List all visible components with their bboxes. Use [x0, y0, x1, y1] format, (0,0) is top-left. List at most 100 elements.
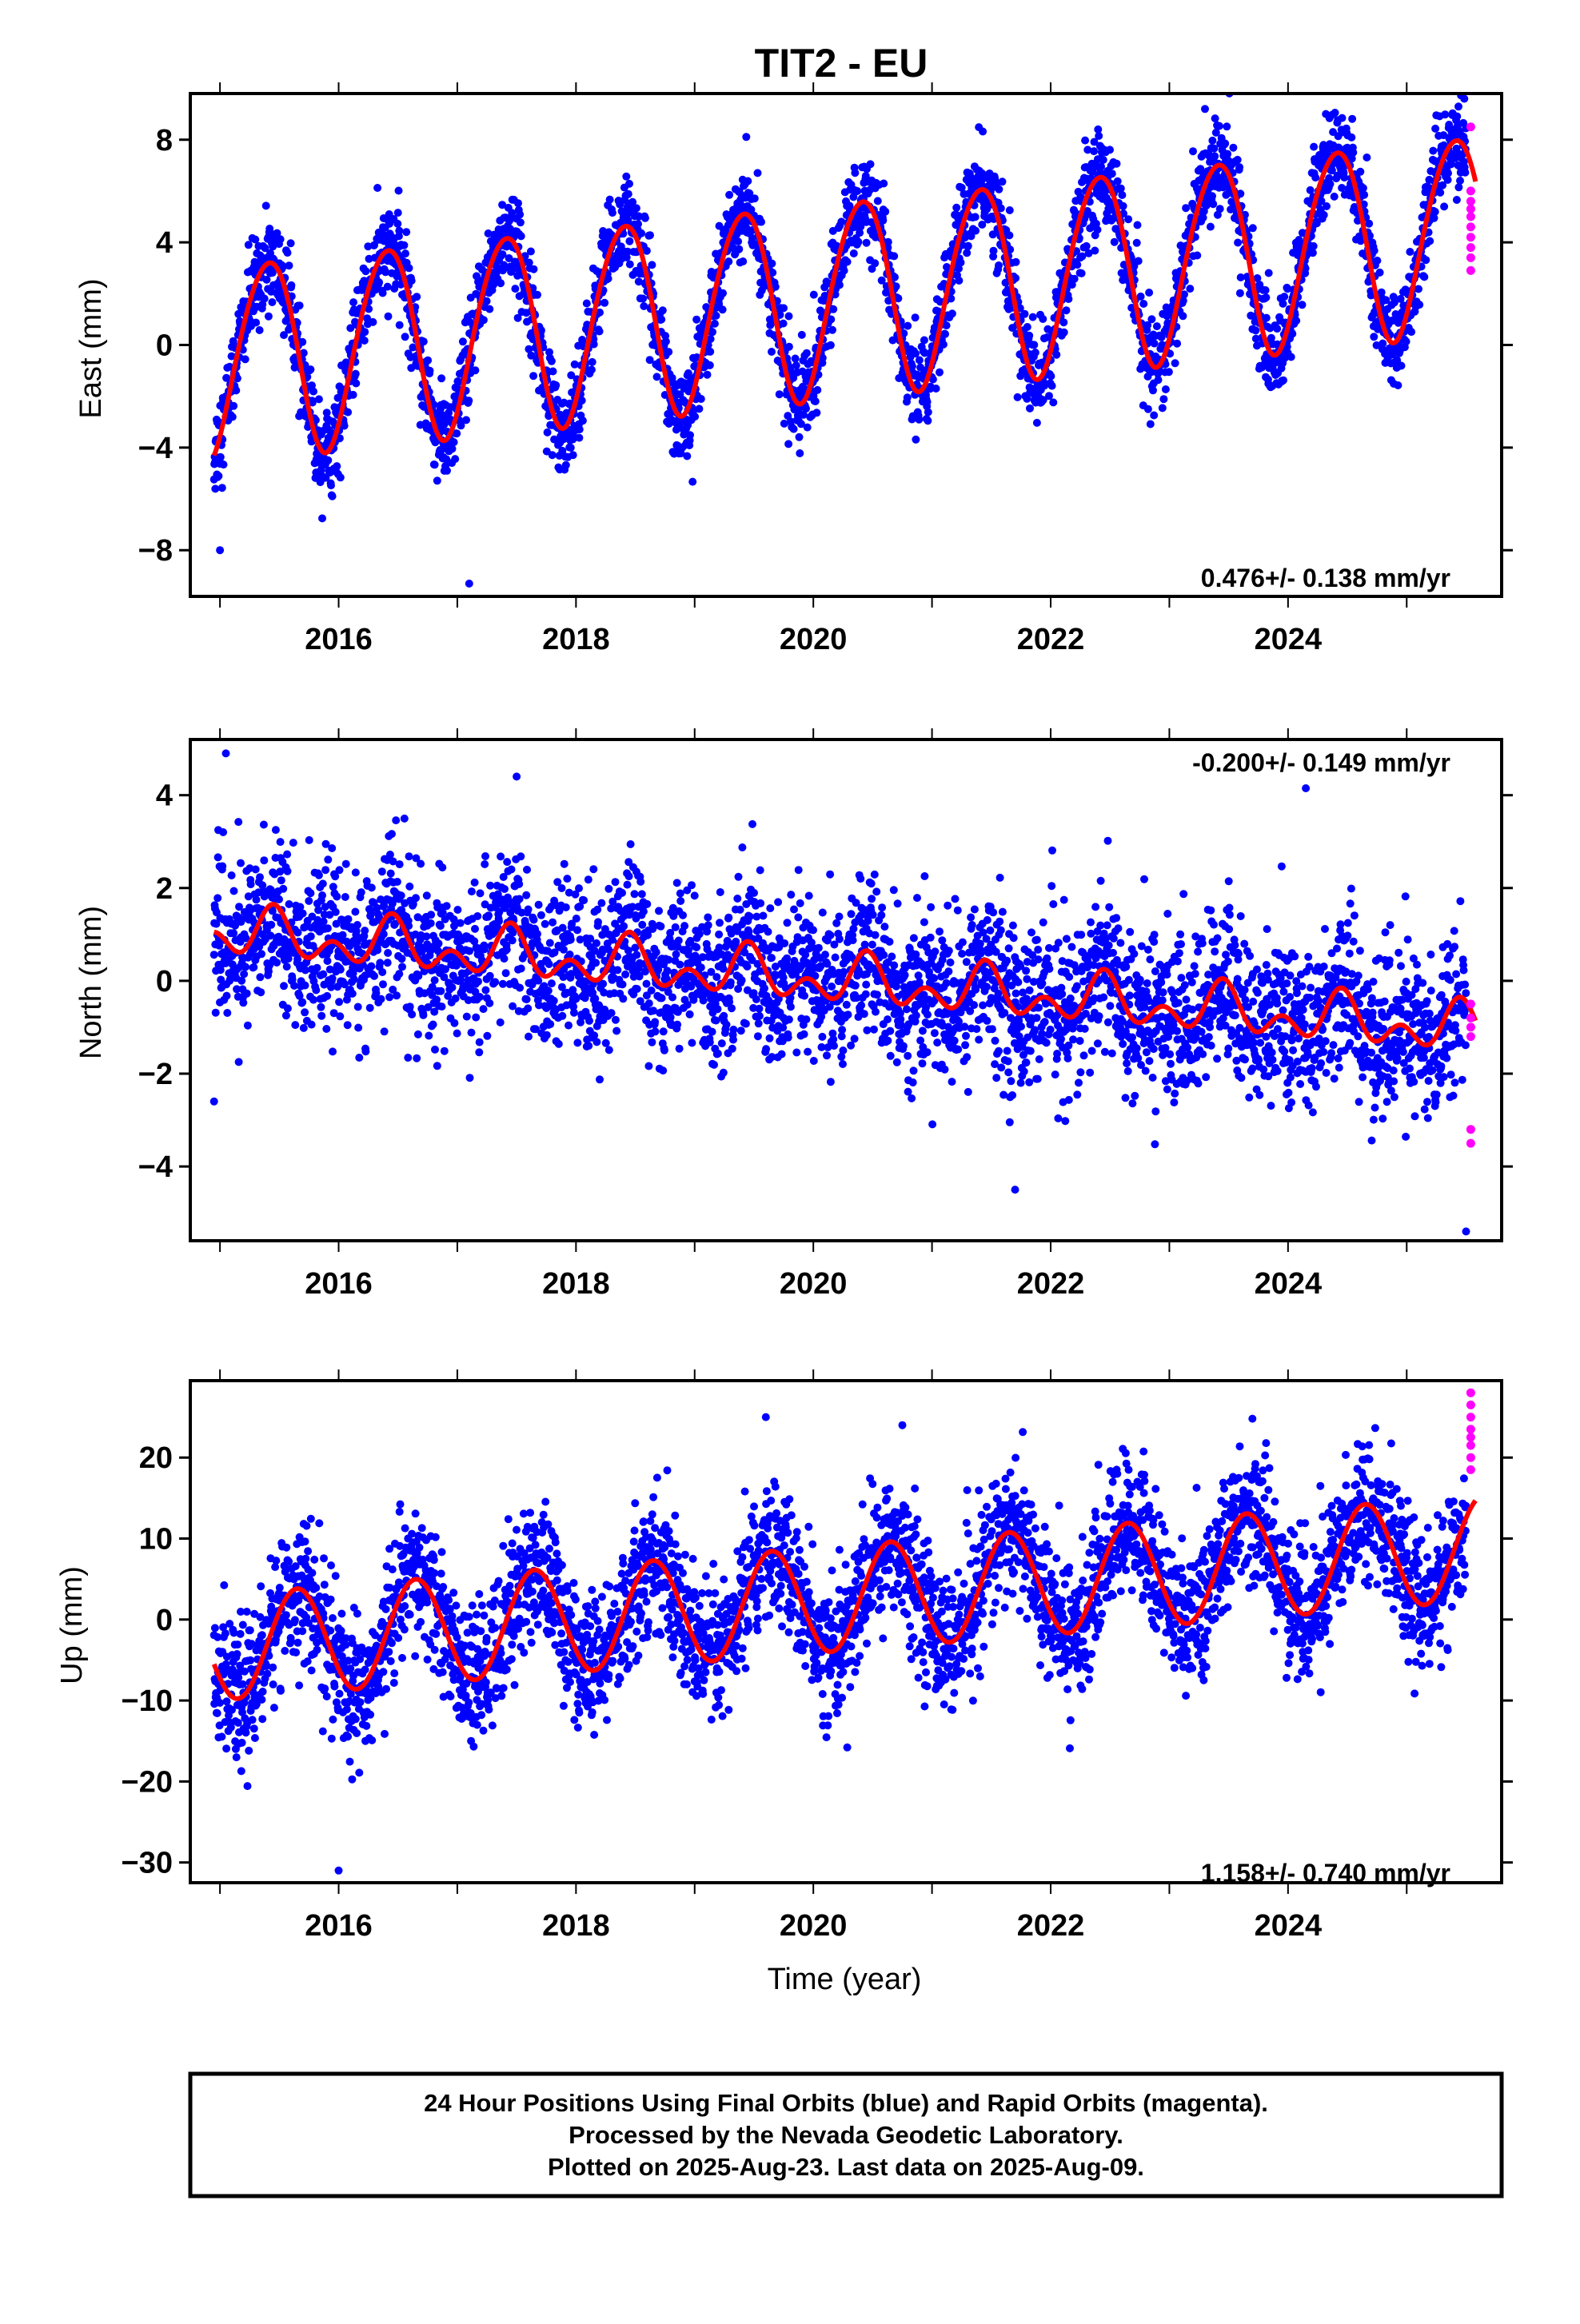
final-orbit-point — [525, 906, 533, 914]
final-orbit-point — [375, 278, 383, 286]
final-orbit-point — [277, 235, 285, 243]
final-orbit-point — [537, 911, 545, 919]
final-orbit-point — [1083, 242, 1091, 250]
ylabel-east: East (mm) — [74, 278, 108, 418]
final-orbit-point — [1108, 169, 1116, 177]
final-orbit-point — [419, 1011, 427, 1019]
final-orbit-point — [241, 355, 249, 363]
final-orbit-point — [370, 972, 378, 980]
final-orbit-point — [350, 975, 358, 983]
final-orbit-point — [384, 959, 392, 967]
final-orbit-point — [936, 369, 944, 377]
final-orbit-point — [1287, 353, 1295, 361]
final-orbit-point — [517, 218, 525, 226]
final-orbit-point — [904, 393, 912, 401]
final-orbit-point — [427, 911, 435, 919]
final-orbit-point — [377, 995, 385, 1003]
final-orbit-point — [1292, 317, 1300, 325]
final-orbit-point — [349, 990, 357, 998]
y-tick-label: 4 — [156, 226, 173, 260]
final-orbit-point — [734, 237, 742, 245]
final-orbit-point — [473, 912, 481, 920]
final-orbit-point — [481, 860, 489, 868]
final-orbit-point — [404, 1054, 412, 1062]
final-orbit-point — [235, 1058, 243, 1066]
final-orbit-point — [585, 1017, 593, 1025]
final-orbit-point — [662, 337, 670, 345]
final-orbit-point — [632, 204, 640, 212]
final-orbit-point — [530, 265, 538, 273]
final-orbit-point — [639, 295, 647, 303]
final-orbit-point — [594, 918, 602, 926]
final-orbit-point — [279, 885, 287, 893]
final-orbit-point — [481, 987, 489, 995]
final-orbit-point — [305, 836, 313, 844]
final-orbit-point — [425, 1032, 433, 1040]
final-orbit-point — [319, 879, 327, 887]
final-orbit-point — [393, 220, 401, 228]
rapid-orbit-point — [1466, 233, 1475, 241]
final-orbit-point — [299, 910, 307, 918]
final-orbit-point — [850, 249, 858, 257]
final-orbit-point — [245, 241, 253, 249]
final-orbit-point — [256, 973, 264, 981]
final-orbit-point — [576, 425, 584, 433]
final-orbit-point — [621, 971, 629, 979]
final-orbit-point — [566, 951, 574, 959]
final-orbit-point — [641, 214, 649, 222]
final-orbit-point — [1327, 180, 1335, 188]
final-orbit-point — [405, 852, 413, 860]
final-orbit-point — [230, 887, 238, 895]
final-orbit-point — [1159, 404, 1167, 412]
final-orbit-point — [1094, 225, 1102, 233]
final-orbit-point — [792, 361, 800, 369]
final-orbit-point — [1440, 202, 1448, 210]
final-orbit-point — [527, 248, 535, 256]
final-orbit-point — [392, 816, 400, 824]
final-orbit-point — [549, 919, 557, 927]
final-orbit-point — [306, 365, 314, 373]
final-orbit-point — [627, 840, 635, 848]
final-orbit-point — [386, 851, 394, 859]
final-orbit-point — [408, 1011, 416, 1018]
final-orbit-point — [1111, 238, 1119, 246]
final-orbit-point — [450, 1019, 458, 1027]
final-orbit-point — [570, 1009, 578, 1017]
final-orbit-point — [612, 1027, 620, 1035]
final-orbit-point — [523, 866, 531, 874]
final-orbit-point — [474, 978, 482, 986]
final-orbit-point — [368, 883, 376, 891]
final-orbit-point — [1349, 149, 1357, 157]
final-orbit-point — [212, 1009, 220, 1017]
final-orbit-point — [541, 920, 549, 928]
final-orbit-point — [324, 855, 332, 863]
final-orbit-point — [941, 330, 949, 338]
final-orbit-point — [624, 190, 632, 198]
final-orbit-point — [596, 1075, 604, 1083]
final-orbit-point — [590, 341, 598, 349]
final-orbit-point — [1216, 205, 1224, 213]
final-orbit-point — [784, 440, 792, 448]
final-orbit-point — [466, 1074, 474, 1082]
final-orbit-point — [322, 1025, 330, 1033]
final-orbit-point — [213, 894, 221, 902]
final-orbit-point — [1145, 289, 1153, 297]
final-orbit-point — [401, 815, 409, 823]
final-orbit-point — [361, 267, 369, 275]
final-orbit-point — [704, 371, 712, 379]
final-orbit-point — [1117, 185, 1125, 193]
final-orbit-point — [393, 878, 401, 886]
final-orbit-point — [323, 992, 331, 1000]
final-orbit-point — [1039, 315, 1047, 323]
final-orbit-point — [1310, 242, 1318, 250]
final-orbit-point — [664, 348, 672, 356]
final-orbit-point — [613, 966, 621, 974]
final-orbit-point — [232, 386, 240, 394]
final-orbit-point — [812, 409, 820, 417]
final-orbit-point — [277, 876, 285, 884]
final-orbit-point — [1221, 140, 1229, 148]
final-orbit-point — [357, 888, 365, 896]
final-orbit-point — [402, 228, 410, 236]
final-orbit-point — [320, 918, 328, 926]
final-orbit-point — [1049, 398, 1057, 406]
